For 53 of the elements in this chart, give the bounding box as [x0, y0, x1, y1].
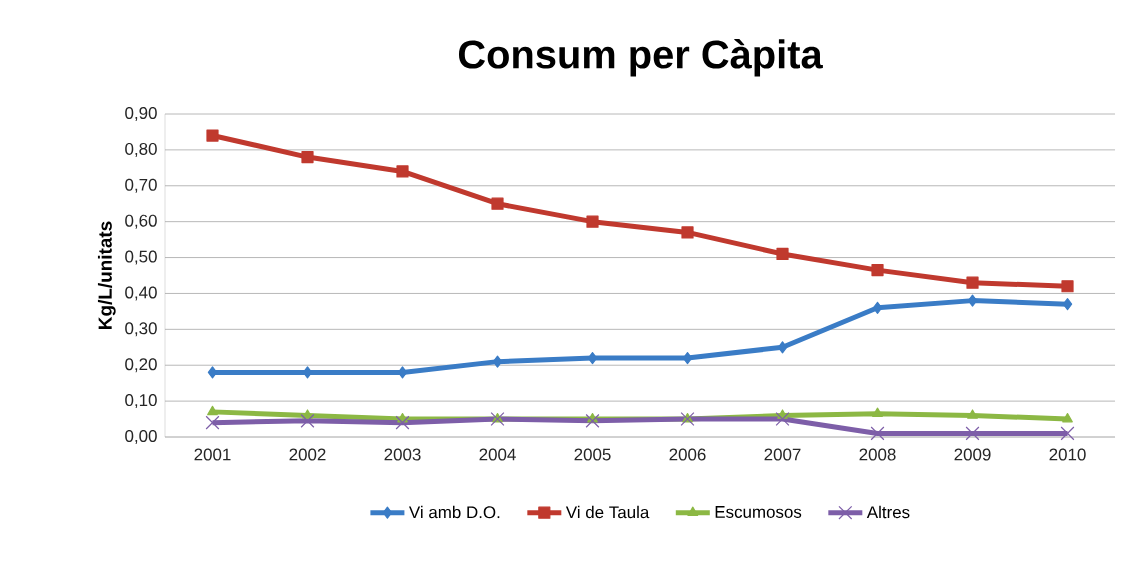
point — [585, 413, 600, 428]
point — [870, 426, 885, 441]
point — [395, 415, 410, 430]
point — [965, 426, 980, 441]
y-tick-label: 0,70 — [125, 178, 157, 193]
point — [1062, 412, 1073, 423]
point — [967, 409, 978, 419]
x-tick-label: 2007 — [764, 448, 801, 461]
point — [301, 150, 314, 164]
y-tick-label: 0,90 — [125, 107, 157, 121]
legend-label: Vi de Taula — [565, 505, 650, 519]
y-tick-label: 0,20 — [125, 358, 157, 373]
point — [302, 409, 313, 419]
chart-title: Consum per Càpita — [458, 39, 823, 77]
point — [1061, 280, 1074, 293]
legend-label: Vi amb D.O. — [408, 505, 500, 519]
legend-label: Altres — [866, 505, 910, 519]
x-tick-label: 2006 — [669, 448, 706, 461]
point — [871, 264, 884, 277]
x-tick-label: 2001 — [194, 448, 231, 461]
point — [206, 129, 219, 142]
point — [586, 215, 599, 228]
y-tick-label: 0,10 — [125, 394, 157, 409]
y-tick-label: 0,30 — [125, 322, 157, 337]
point — [775, 412, 790, 427]
y-tick-label: 0,50 — [125, 250, 157, 265]
point — [490, 412, 505, 427]
y-tick-label: 0,60 — [125, 214, 157, 229]
y-axis-title: Kg/L/unitats — [97, 221, 116, 329]
x-tick-label: 2003 — [384, 448, 421, 461]
point — [207, 405, 218, 416]
point — [587, 351, 598, 365]
point — [966, 276, 979, 289]
y-tick-label: 0,40 — [125, 286, 157, 301]
point — [1060, 426, 1075, 441]
point — [396, 165, 409, 178]
x-tick-label: 2008 — [859, 448, 896, 461]
x-tick-label: 2010 — [1049, 448, 1086, 461]
point — [680, 412, 695, 427]
point — [491, 197, 504, 210]
y-tick-label: 0,80 — [125, 142, 157, 157]
point — [681, 226, 694, 239]
legend-label: Escumosos — [715, 506, 802, 518]
point — [300, 413, 315, 428]
point — [872, 407, 883, 418]
x-tick-label: 2005 — [574, 448, 611, 461]
x-tick-label: 2002 — [289, 448, 326, 461]
point — [205, 415, 220, 430]
point — [776, 247, 789, 261]
point — [682, 351, 693, 365]
x-tick-label: 2004 — [479, 448, 516, 461]
x-tick-label: 2009 — [954, 448, 991, 461]
y-tick-label: 0,00 — [125, 430, 157, 444]
